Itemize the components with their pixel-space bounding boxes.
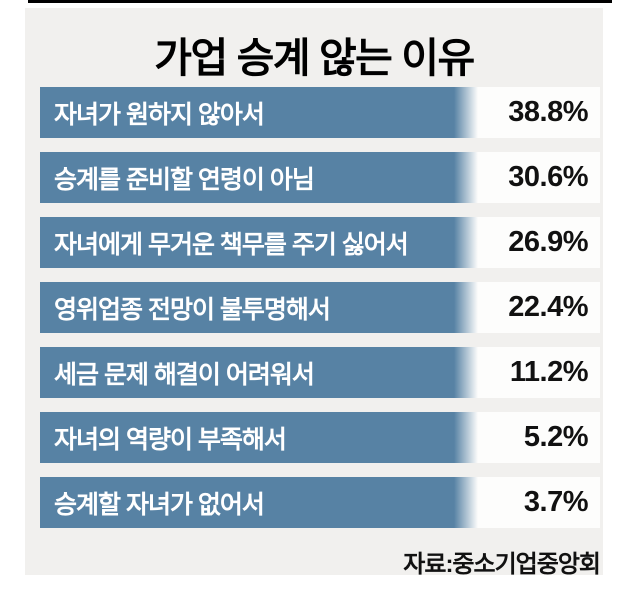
- bar-label: 자녀에게 무거운 책무를 주기 싫어서: [54, 230, 409, 259]
- bar: 자녀의 역량이 부족해서: [40, 412, 478, 463]
- bar-row: 자녀가 원하지 않아서 38.8%: [40, 87, 600, 138]
- bar-label: 승계할 자녀가 없어서: [54, 490, 265, 519]
- bar-value: 11.2%: [509, 356, 589, 388]
- top-rule: [28, 0, 612, 3]
- bar-label: 자녀가 원하지 않아서: [54, 100, 265, 129]
- bar-row: 자녀의 역량이 부족해서 5.2%: [40, 412, 600, 463]
- bar-label: 영위업종 전망이 불투명해서: [54, 295, 331, 324]
- bar-value: 3.7%: [523, 486, 589, 518]
- bar-rows: 자녀가 원하지 않아서 38.8% 승계를 준비할 연령이 아님 30.6% 자…: [40, 87, 600, 542]
- bar-value: 22.4%: [508, 291, 588, 323]
- bar-value: 30.6%: [508, 161, 588, 193]
- bar-value: 5.2%: [523, 421, 589, 453]
- bar-row: 세금 문제 해결이 어려워서 11.2%: [40, 347, 600, 398]
- bar-label: 승계를 준비할 연령이 아님: [54, 165, 315, 194]
- bar: 영위업종 전망이 불투명해서: [40, 282, 478, 333]
- bar-row: 자녀에게 무거운 책무를 주기 싫어서 26.9%: [40, 217, 600, 268]
- bar: 승계를 준비할 연령이 아님: [40, 152, 478, 203]
- bar-value: 26.9%: [508, 226, 588, 258]
- bar: 자녀가 원하지 않아서: [40, 87, 478, 138]
- bar: 자녀에게 무거운 책무를 주기 싫어서: [40, 217, 478, 268]
- bar-label: 자녀의 역량이 부족해서: [54, 425, 287, 454]
- bar: 세금 문제 해결이 어려워서: [40, 347, 478, 398]
- source-credit: 자료:중소기업중앙회: [403, 551, 601, 578]
- bar: 승계할 자녀가 없어서: [40, 477, 478, 528]
- bar-row: 승계할 자녀가 없어서 3.7%: [40, 477, 600, 528]
- bar-row: 승계를 준비할 연령이 아님 30.6%: [40, 152, 600, 203]
- bar-label: 세금 문제 해결이 어려워서: [54, 360, 315, 389]
- chart-panel: 가업 승계 않는 이유 자녀가 원하지 않아서 38.8% 승계를 준비할 연령…: [25, 8, 603, 578]
- bar-row: 영위업종 전망이 불투명해서 22.4%: [40, 282, 600, 333]
- bar-value: 38.8%: [508, 96, 588, 128]
- chart-title: 가업 승계 않는 이유: [154, 35, 475, 81]
